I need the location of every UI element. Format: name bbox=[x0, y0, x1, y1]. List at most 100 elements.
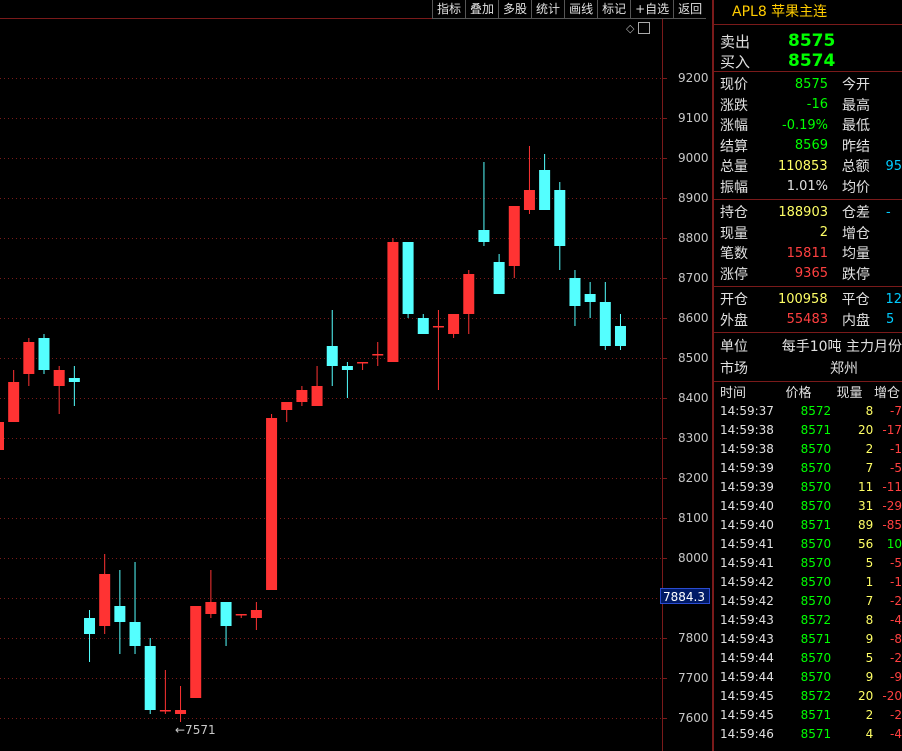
tick-row: 14:59:40 8570 31 -29 bbox=[714, 496, 902, 515]
candle-body bbox=[99, 574, 111, 626]
toolbar-button-1[interactable]: 叠加 bbox=[465, 0, 499, 19]
tick-row: 14:59:42 8570 1 -1 bbox=[714, 572, 902, 591]
tick-price: 8570 bbox=[800, 650, 832, 665]
quote-panel: APL8 苹果主连 卖出 8575 买入 8574 现价 8575 今开 涨跌 -16 最… bbox=[712, 0, 902, 751]
tick-time: 14:59:37 bbox=[720, 403, 774, 418]
tick-volume: 1 bbox=[865, 574, 874, 589]
tick-time: 14:59:38 bbox=[720, 422, 774, 437]
ticks-header-vol: 现量 bbox=[836, 386, 863, 401]
price-tick-label: 8800 bbox=[678, 230, 709, 245]
tick-price: 8570 bbox=[800, 593, 832, 608]
candle-body bbox=[296, 390, 308, 402]
candle bbox=[478, 162, 490, 246]
tick-time: 14:59:38 bbox=[720, 441, 774, 456]
candle-body bbox=[266, 418, 278, 590]
quote-row: 涨跌 -16 最高 bbox=[714, 95, 902, 116]
candle bbox=[250, 602, 262, 630]
toolbar-button-6[interactable]: +自选 bbox=[630, 0, 674, 19]
candle bbox=[584, 282, 596, 318]
buy-label: 买入 bbox=[720, 52, 751, 71]
tick-price: 8570 bbox=[800, 574, 832, 589]
toolbar-button-2[interactable]: 多股 bbox=[498, 0, 532, 19]
toolbar-button-4[interactable]: 画线 bbox=[564, 0, 598, 19]
price-tick-label: 9200 bbox=[678, 70, 709, 85]
ticks-header: 时间 价格 现量 增仓 bbox=[714, 382, 902, 401]
kline-chart-area[interactable]: 指标 叠加 多股 统计 画线 标记 +自选 返回 ◇ 9200 9100 9000 8900 8800… bbox=[0, 0, 712, 751]
toolbar-button-5[interactable]: 标记 bbox=[597, 0, 631, 19]
tick-list[interactable]: 14:59:37 8572 8 -7 14:59:38 8571 20 -17 14:59:38… bbox=[714, 401, 902, 743]
candle-body bbox=[114, 606, 126, 622]
tick-row: 14:59:39 8570 7 -5 bbox=[714, 458, 902, 477]
candle bbox=[432, 310, 444, 390]
quote-row: 开仓 100958 平仓 12 bbox=[714, 289, 902, 310]
candle-body bbox=[584, 294, 596, 302]
candle-body bbox=[448, 314, 460, 334]
tick-change: -1 bbox=[890, 441, 902, 456]
tick-price: 8570 bbox=[800, 669, 832, 684]
quote-value: 15811 bbox=[786, 245, 828, 261]
candle-body bbox=[599, 302, 611, 346]
candle-body bbox=[523, 190, 535, 210]
price-tick-label: 8500 bbox=[678, 350, 709, 365]
quote-label: 涨跌 bbox=[720, 97, 748, 114]
candle bbox=[599, 282, 611, 350]
toolbar-button-7[interactable]: 返回 bbox=[673, 0, 707, 19]
toolbar-button-3[interactable]: 统计 bbox=[531, 0, 565, 19]
tick-price: 8571 bbox=[800, 726, 832, 741]
candle bbox=[341, 362, 353, 398]
candle bbox=[53, 366, 65, 414]
tick-time: 14:59:46 bbox=[720, 726, 774, 741]
quote-label: 均量 bbox=[842, 246, 870, 263]
price-tick-label: 7800 bbox=[678, 630, 709, 645]
tick-volume: 11 bbox=[857, 479, 874, 494]
tick-row: 14:59:39 8570 11 -11 bbox=[714, 477, 902, 496]
candle bbox=[539, 154, 551, 210]
tick-time: 14:59:43 bbox=[720, 631, 774, 646]
tick-volume: 5 bbox=[865, 650, 874, 665]
tick-price: 8571 bbox=[800, 707, 832, 722]
candle bbox=[99, 554, 111, 634]
candle-body bbox=[129, 622, 141, 646]
candle-body bbox=[68, 378, 80, 382]
toolbar-button-0[interactable]: 指标 bbox=[432, 0, 466, 19]
tick-price: 8572 bbox=[800, 403, 832, 418]
tick-volume: 56 bbox=[857, 536, 874, 551]
candle bbox=[190, 606, 202, 698]
tick-row: 14:59:38 8571 20 -17 bbox=[714, 420, 902, 439]
chart-toolbar: 指标 叠加 多股 统计 画线 标记 +自选 返回 bbox=[432, 0, 707, 19]
quote-value: 8575 bbox=[794, 76, 828, 92]
diamond-icon[interactable]: ◇ bbox=[626, 22, 635, 35]
quote-group-position: 持仓 188903 仓差 - 现量 2 增仓 笔数 15811 均量 涨停 9365 跌停 bbox=[714, 200, 902, 286]
tick-change: -17 bbox=[882, 422, 902, 437]
candle-body bbox=[372, 354, 384, 356]
quote-value: 1.01% bbox=[786, 179, 828, 195]
quote-row: 现量 2 增仓 bbox=[714, 223, 902, 244]
chart-corner-icons: ◇ bbox=[626, 22, 651, 35]
tick-volume: 2 bbox=[865, 441, 874, 456]
tick-change: -1 bbox=[890, 574, 902, 589]
candle-body bbox=[220, 602, 232, 626]
quote-label: 平仓 bbox=[841, 292, 870, 309]
price-tick-label: 8300 bbox=[678, 430, 709, 445]
kline-chart[interactable] bbox=[0, 0, 712, 751]
candle bbox=[144, 638, 156, 714]
tick-change: -2 bbox=[890, 593, 902, 608]
candle bbox=[8, 370, 20, 422]
quote-label: 均价 bbox=[842, 179, 870, 196]
quote-value: -16 bbox=[806, 97, 828, 113]
quote-value: 188903 bbox=[778, 204, 828, 220]
price-tick-label: 8400 bbox=[678, 390, 709, 405]
window-icon[interactable] bbox=[638, 22, 651, 34]
tick-time: 14:59:45 bbox=[720, 688, 774, 703]
quote-value: 95 bbox=[885, 158, 902, 174]
ticks-header-time: 时间 bbox=[720, 386, 747, 401]
tick-price: 8570 bbox=[800, 441, 832, 456]
ticks-header-price: 价格 bbox=[785, 386, 812, 401]
candle bbox=[281, 402, 293, 422]
candle-body bbox=[326, 346, 338, 366]
candle bbox=[372, 342, 384, 366]
quote-value: 100958 bbox=[777, 291, 828, 307]
tick-volume: 89 bbox=[857, 517, 874, 532]
tick-time: 14:59:43 bbox=[720, 612, 774, 627]
unit-row: 单位 每手10吨 主力月份 bbox=[714, 335, 902, 357]
